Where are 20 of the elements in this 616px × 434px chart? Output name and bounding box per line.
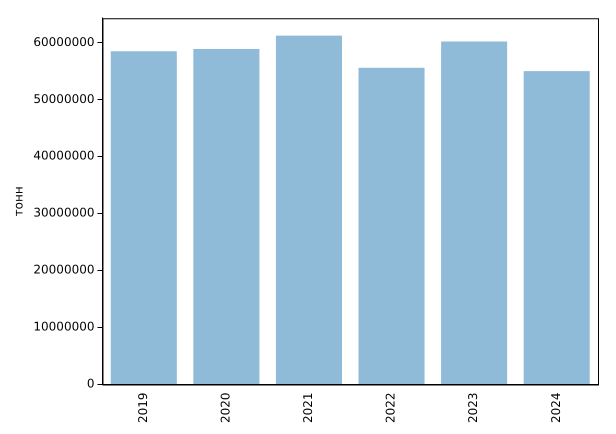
bar [276,36,342,384]
x-tick-label: 2021 [301,392,316,424]
y-tick-label: 30000000 [33,206,94,220]
bar [358,68,425,384]
y-tick-label: 60000000 [33,34,94,49]
x-tick-label: 2022 [384,392,398,424]
bar [193,48,260,384]
y-tick-label: 50000000 [33,92,94,106]
x-tick-label: 2019 [136,392,150,424]
x-tick-label: 2020 [218,392,232,424]
bar [524,71,590,384]
y-tick-label: 40000000 [33,148,94,163]
x-tick-label: 2023 [466,392,480,424]
bar [110,51,177,384]
y-tick-label: 10000000 [33,320,94,334]
y-tick-label: 0 [86,376,94,391]
x-tick-label: 2024 [548,392,563,424]
y-tick-label: 20000000 [33,262,94,277]
y-axis-title: тонн [11,186,26,216]
bar [441,42,508,384]
